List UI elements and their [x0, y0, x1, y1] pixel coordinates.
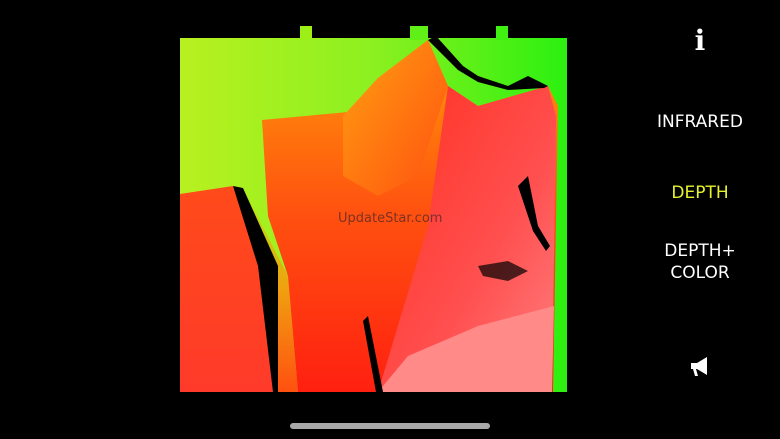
mode-depth-button[interactable]: DEPTH — [671, 183, 729, 203]
mode-depth-color-button[interactable]: DEPTH+ COLOR — [640, 240, 760, 284]
depth-map-image — [180, 26, 567, 392]
speaker-button[interactable] — [640, 355, 760, 385]
depth-view[interactable]: UpdateStar.com — [178, 26, 570, 394]
watermark: UpdateStar.com — [338, 211, 443, 226]
info-button[interactable]: i — [640, 27, 760, 55]
megaphone-icon — [691, 357, 707, 376]
info-icon: i — [694, 24, 706, 57]
mode-depth-color-label: DEPTH+ COLOR — [664, 241, 736, 283]
home-indicator[interactable] — [290, 423, 490, 429]
mode-infrared-button[interactable]: INFRARED — [657, 112, 743, 132]
